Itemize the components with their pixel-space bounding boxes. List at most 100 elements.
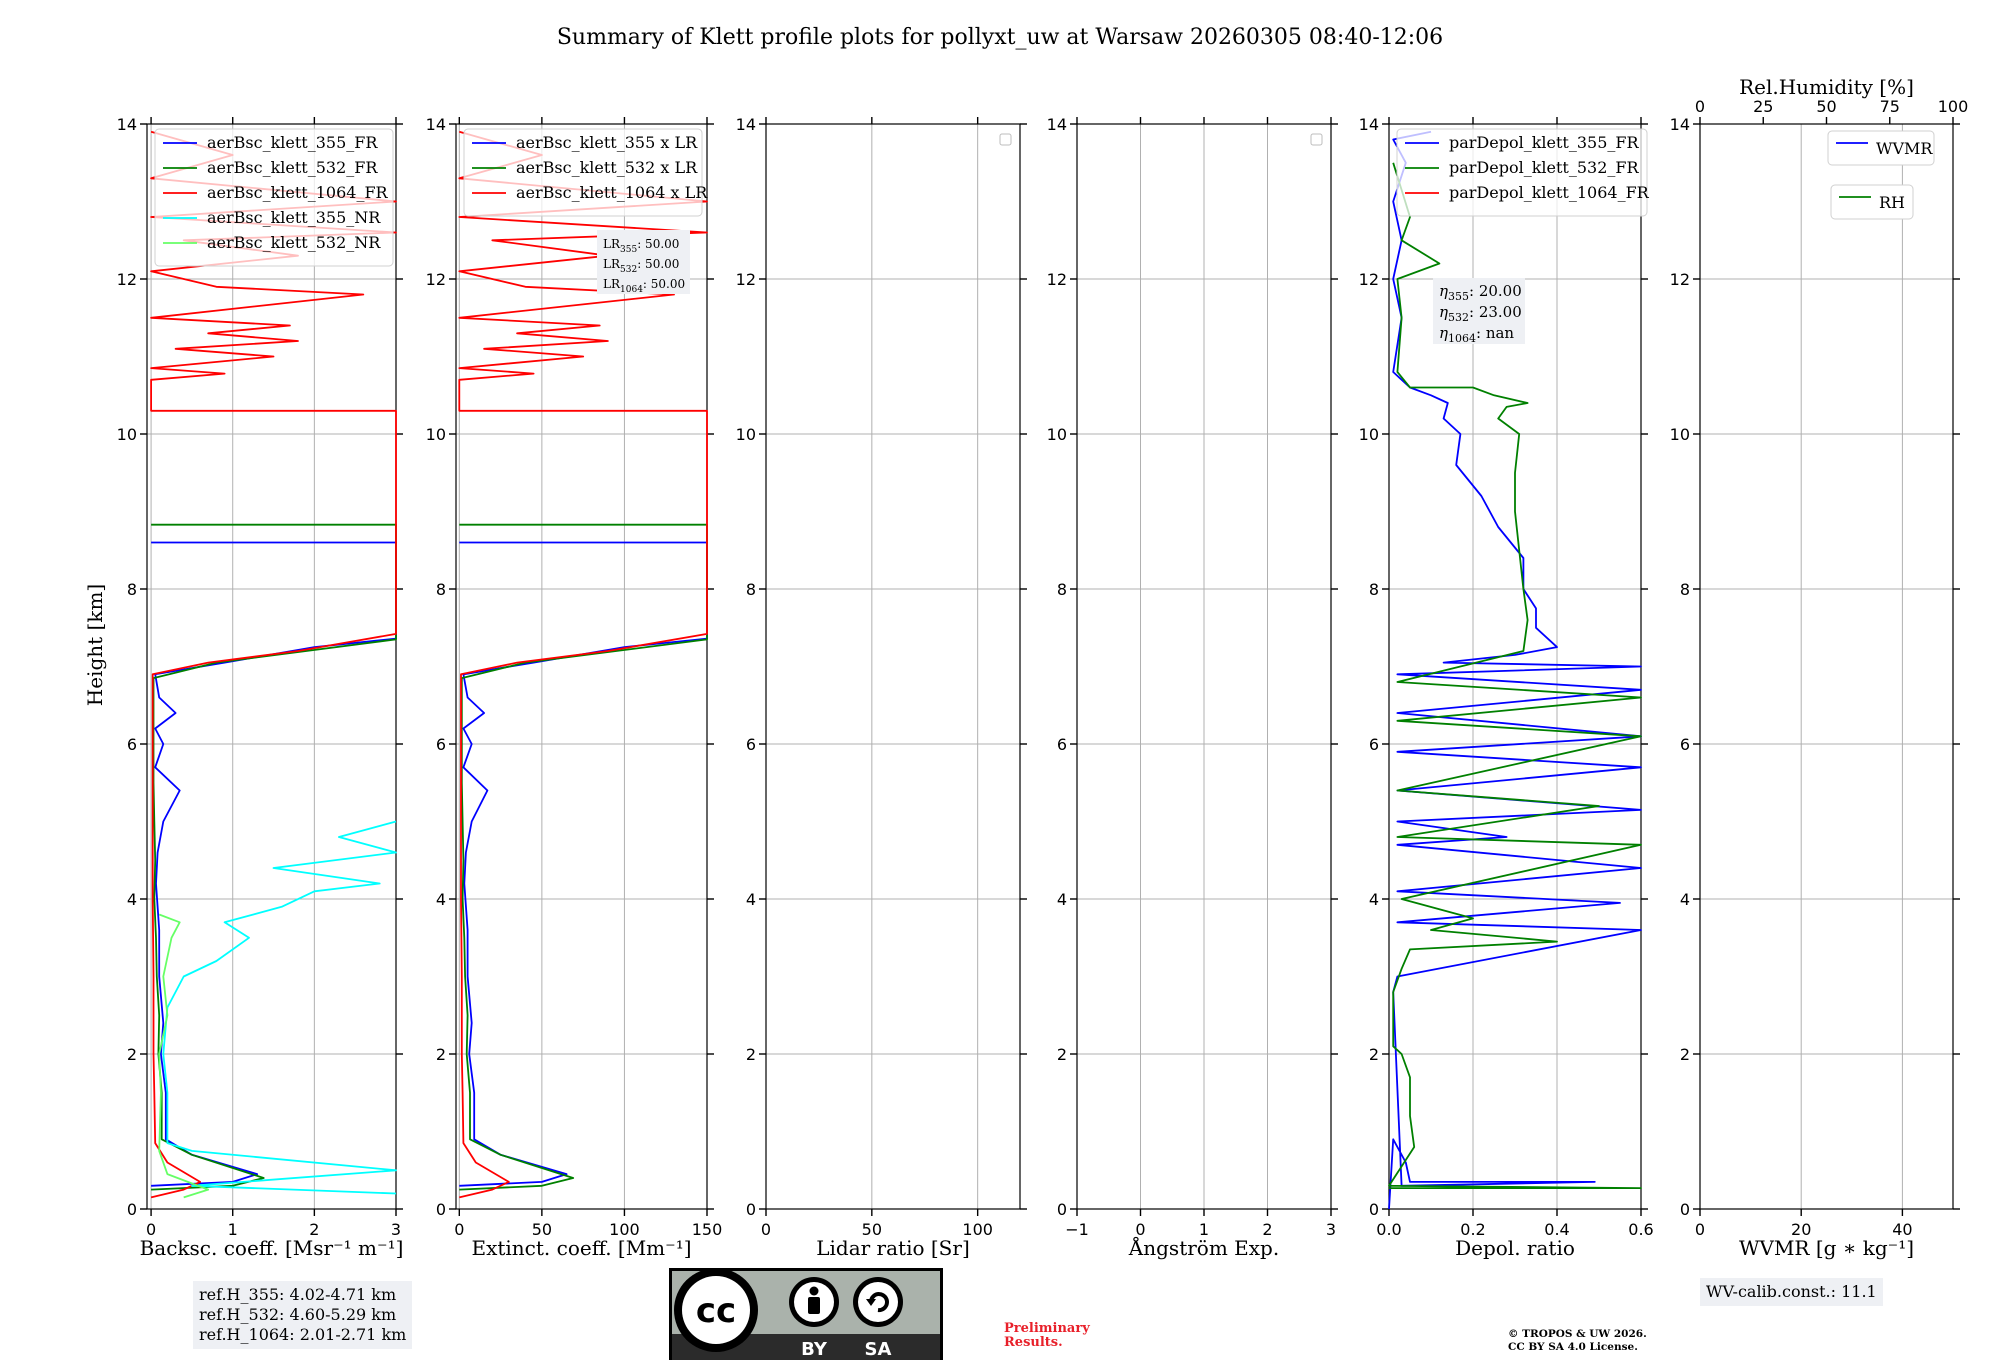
legend-label: parDepol_klett_1064_FR <box>1449 183 1650 202</box>
x-tick-label: 0.2 <box>1460 1220 1485 1239</box>
preliminary-notice: Preliminary Results. <box>1004 1322 1090 1350</box>
y-tick-label: 4 <box>127 890 137 909</box>
legend-label: aerBsc_klett_1064_FR <box>207 183 389 202</box>
x-tick-label: 1 <box>1199 1220 1209 1239</box>
ref-height-532: ref.H_532: 4.60-5.29 km <box>199 1305 397 1324</box>
x-tick-label: 0.0 <box>1376 1220 1401 1239</box>
x-tick-label: 50 <box>532 1220 552 1239</box>
legend-box <box>1396 128 1648 217</box>
y-tick-label: 4 <box>1369 890 1379 909</box>
info-subscript: 532 <box>1448 311 1469 324</box>
legend-label: aerBsc_klett_355_FR <box>207 133 378 152</box>
x-tick-label: 100 <box>962 1220 993 1239</box>
series-line-aerbsc-klett-355-nr <box>162 820 397 1195</box>
y-tick-label: 6 <box>1369 735 1379 754</box>
y-tick-label: 12 <box>117 270 137 289</box>
y-tick-label: 8 <box>127 580 137 599</box>
legend-label: parDepol_klett_532_FR <box>1449 158 1640 177</box>
y-tick-label: 4 <box>1680 890 1690 909</box>
copyright-notice: © TROPOS & UW 2026. CC BY SA 4.0 License… <box>1508 1328 1647 1354</box>
badge-by-label: BY <box>801 1339 828 1360</box>
y-tick-label: 4 <box>746 890 756 909</box>
series-line-aerbsc-klett-532-x-lr <box>459 523 708 1191</box>
panel-depol: 0 2 4 6 8 10 12 14 0.0 0.2 0.4 0.6 Depol. ratio <box>1359 115 1654 1260</box>
ref-height-355: ref.H_355: 4.02-4.71 km <box>199 1285 397 1304</box>
x-axis-label: Backsc. coeff. [Msr⁻¹ m⁻¹] <box>140 1236 404 1260</box>
lidar-ratio-box <box>597 230 690 294</box>
legend-label: aerBsc_klett_1064 x LR <box>516 183 708 202</box>
y-tick-label: 10 <box>1359 425 1379 444</box>
y-tick-label: 14 <box>117 115 137 134</box>
y-tick-label: 0 <box>436 1200 446 1219</box>
rh-tick-label: 75 <box>1880 97 1900 116</box>
badge-sa-label: SA <box>865 1339 892 1360</box>
axes-frame <box>146 123 397 1210</box>
info-value: : 23.00 <box>1469 303 1522 321</box>
info-subscript: 1064 <box>1448 332 1476 345</box>
y-tick-label: 10 <box>736 425 756 444</box>
x-tick-label: 0.6 <box>1628 1220 1653 1239</box>
y-tick-label: 2 <box>1369 1045 1379 1064</box>
info-prefix: LR <box>603 237 621 251</box>
y-tick-label: 8 <box>1680 580 1690 599</box>
cc-logo-text: cc <box>696 1291 736 1331</box>
cc-circle-inner <box>682 1276 750 1344</box>
copyright-line-2: CC BY SA 4.0 License. <box>1508 1341 1638 1353</box>
series-line-aerbsc-klett-355-x-lr <box>459 541 708 1187</box>
x-axis-label: Lidar ratio [Sr] <box>816 1236 970 1260</box>
legend-label: aerBsc_klett_532_FR <box>207 158 378 177</box>
person-icon-head <box>809 1286 819 1296</box>
x-tick-label: 3 <box>1326 1220 1336 1239</box>
y-tick-label: 2 <box>746 1045 756 1064</box>
y-tick-label: 2 <box>1680 1045 1690 1064</box>
y-tick-label: 14 <box>1670 115 1690 134</box>
legend-label: aerBsc_klett_532 x LR <box>516 158 698 177</box>
reference-heights-box: ref.H_355: 4.02-4.71 km ref.H_532: 4.60-… <box>193 1281 413 1349</box>
y-tick-label: 12 <box>1670 270 1690 289</box>
info-prefix: η <box>1439 324 1448 342</box>
y-tick-label: 8 <box>1369 580 1379 599</box>
y-tick-label: 14 <box>426 115 446 134</box>
y-tick-label: 0 <box>1369 1200 1379 1219</box>
x-tick-label: 0 <box>761 1220 771 1239</box>
y-tick-label: 0 <box>1057 1200 1067 1219</box>
info-subscript: 532 <box>620 265 637 275</box>
license-badge: cc BY SA <box>669 1268 943 1360</box>
x-tick-label: −1 <box>1065 1220 1089 1239</box>
x-tick-label: 1 <box>228 1220 238 1239</box>
lidar-ratio-line: LR532: 50.00 <box>603 257 679 275</box>
y-tick-label: 12 <box>736 270 756 289</box>
y-tick-label: 10 <box>1670 425 1690 444</box>
series-line-aerbsc-klett-532-fr <box>151 523 397 1191</box>
x-tick-label: 2 <box>309 1220 319 1239</box>
series-line-aerbsc-klett-355-fr <box>151 541 397 1187</box>
series-line-aerbsc-klett-532-nr <box>158 913 210 1199</box>
info-value: : 20.00 <box>1469 282 1522 300</box>
legend-box <box>154 128 394 267</box>
legend-box <box>1830 184 1914 220</box>
legend-label: RH <box>1879 193 1905 212</box>
x-tick-label: 150 <box>692 1220 723 1239</box>
eta-line: η1064: nan <box>1439 324 1514 345</box>
y-tick-label: 12 <box>426 270 446 289</box>
legend-box <box>463 128 703 217</box>
y-tick-label: 10 <box>1047 425 1067 444</box>
x-tick-label: 3 <box>391 1220 401 1239</box>
info-subscript: 355 <box>1448 290 1469 303</box>
x-tick-label: 2 <box>1262 1220 1272 1239</box>
y-tick-label: 8 <box>1057 580 1067 599</box>
info-value: : 50.00 <box>637 257 679 271</box>
x-tick-label: 40 <box>1892 1220 1912 1239</box>
y-tick-label: 2 <box>436 1045 446 1064</box>
series-line-aerbsc-klett-1064-fr <box>150 130 397 1199</box>
axes-frame <box>765 123 1021 1210</box>
info-value: : 50.00 <box>637 237 679 251</box>
legend-label: parDepol_klett_355_FR <box>1449 133 1640 152</box>
x-tick-label: 0 <box>1695 1220 1705 1239</box>
lidar-ratio-line: LR355: 50.00 <box>603 237 679 255</box>
y-tick-label: 4 <box>1057 890 1067 909</box>
y-tick-label: 10 <box>426 425 446 444</box>
legend-label: aerBsc_klett_532_NR <box>207 233 381 252</box>
